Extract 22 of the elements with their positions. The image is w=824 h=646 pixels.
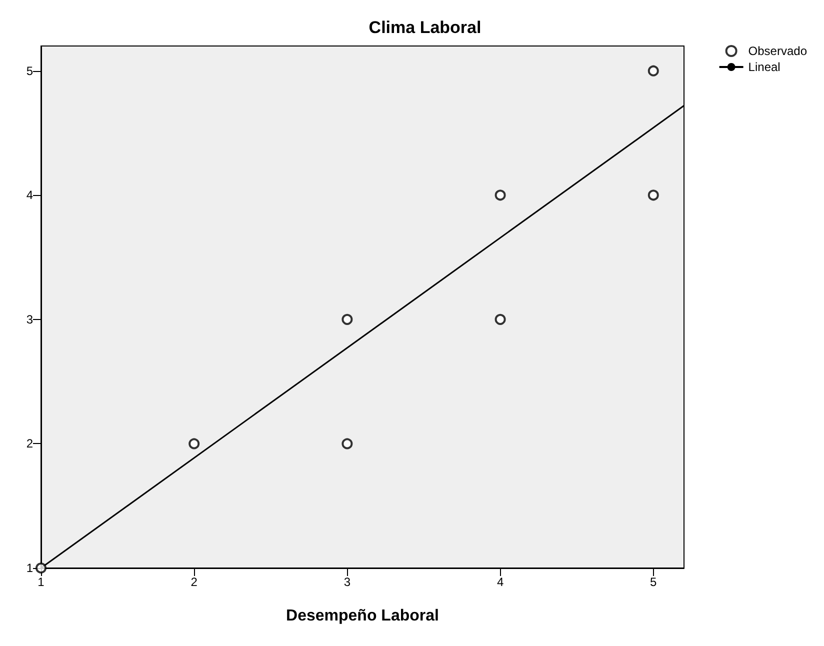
x-tick-label: 5 <box>650 575 658 589</box>
y-tick-label: 4 <box>26 188 34 202</box>
point <box>188 438 200 450</box>
point <box>648 190 659 201</box>
point <box>342 438 353 450</box>
point <box>648 65 659 76</box>
x-tick-label: 3 <box>344 575 351 589</box>
y-tick-label: 5 <box>26 64 34 78</box>
legend-label: Lineal <box>748 60 780 74</box>
x-axis-title: Desempeño Laboral <box>286 608 439 624</box>
x-tick-label: 1 <box>38 575 45 589</box>
y-tick-label: 2 <box>26 436 34 451</box>
y-tick-label: 1 <box>26 561 34 575</box>
point <box>36 562 46 574</box>
x-tick-label: 4 <box>496 575 504 589</box>
y-tick-label: 3 <box>26 312 34 326</box>
x-tick-label: 2 <box>190 575 198 589</box>
point <box>494 190 506 201</box>
chart-title: Clima Laboral <box>368 18 482 37</box>
point <box>342 314 353 325</box>
point <box>494 314 506 325</box>
legend-label: Observado <box>748 44 808 58</box>
